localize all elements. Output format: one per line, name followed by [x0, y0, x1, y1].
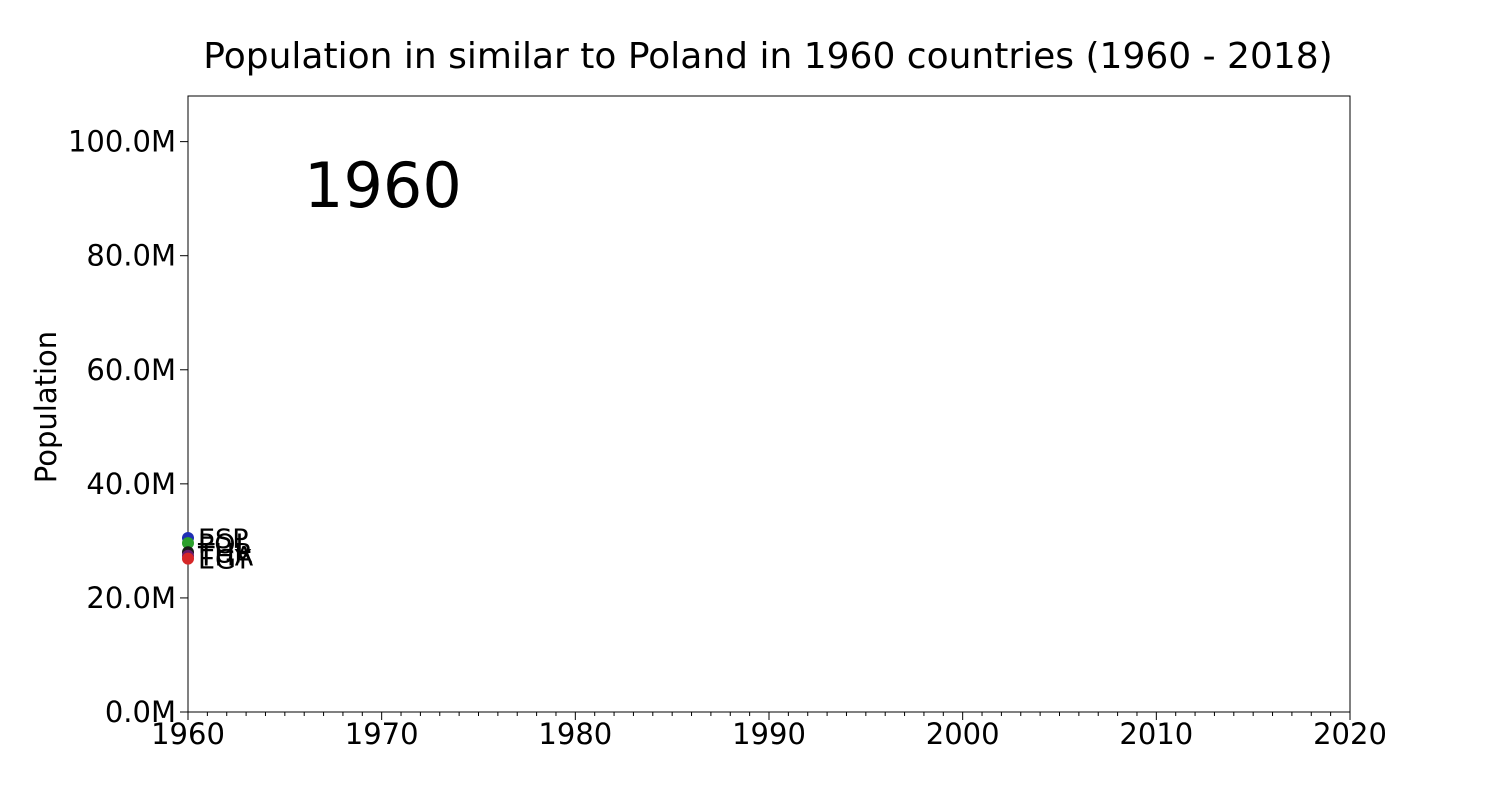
- y-tick-label: 100.0M: [68, 125, 176, 159]
- y-tick-label: 80.0M: [86, 239, 176, 273]
- data-label-tur: TUR: [197, 538, 253, 569]
- y-axis: 0.0M 20.0M 40.0M 60.0M 80.0M 100.0M: [68, 125, 188, 729]
- y-tick-label: 20.0M: [86, 581, 176, 615]
- x-tick-label: 1960: [151, 717, 225, 751]
- year-label: 1960: [304, 149, 462, 222]
- x-tick-label: 2010: [1119, 717, 1193, 751]
- x-tick-label: 1970: [345, 717, 419, 751]
- y-tick-label: 40.0M: [86, 467, 176, 501]
- x-axis: 1960 1970 1980 1990 2000 2010 2020: [151, 712, 1387, 751]
- x-tick-label: 1980: [538, 717, 612, 751]
- data-label-tha: THA: [197, 542, 254, 573]
- data-label-egy: EGY: [198, 545, 252, 576]
- data-label-esp: ESP: [198, 524, 248, 555]
- x-tick-label: 2000: [926, 717, 1000, 751]
- data-label-pol: POL: [198, 529, 251, 560]
- y-tick-label: 60.0M: [86, 353, 176, 387]
- data-points: [182, 532, 194, 565]
- data-point-pol: [182, 537, 194, 550]
- y-axis-label: Population: [29, 331, 63, 483]
- x-tick-label: 2020: [1313, 717, 1387, 751]
- y-tick-label: 0.0M: [105, 695, 176, 729]
- chart-title: Population in similar to Poland in 1960 …: [203, 36, 1332, 77]
- x-tick-label: 1990: [732, 717, 806, 751]
- data-point-egy: [182, 552, 194, 565]
